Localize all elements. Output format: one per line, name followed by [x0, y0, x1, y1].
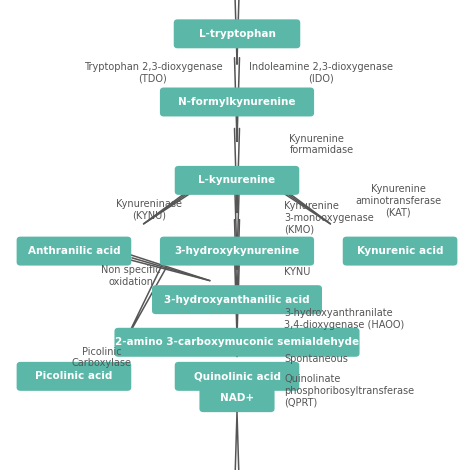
Text: 3-hydroxyanthanilic acid: 3-hydroxyanthanilic acid — [164, 295, 310, 305]
Text: KYNU: KYNU — [284, 267, 311, 277]
FancyBboxPatch shape — [175, 362, 299, 391]
Text: 2-amino 3-carboxymuconic semialdehyde: 2-amino 3-carboxymuconic semialdehyde — [115, 337, 359, 347]
Text: Picolinic acid: Picolinic acid — [35, 371, 113, 381]
FancyBboxPatch shape — [114, 328, 360, 357]
Text: Kynurenine
aminotransferase
(KAT): Kynurenine aminotransferase (KAT) — [355, 184, 441, 218]
Text: Kynurenic acid: Kynurenic acid — [357, 246, 443, 256]
Text: Kynurenine
3-monooxygenase
(KMO): Kynurenine 3-monooxygenase (KMO) — [284, 201, 374, 235]
Text: Picolinic
Carboxylase: Picolinic Carboxylase — [72, 347, 132, 368]
Text: L-kynurenine: L-kynurenine — [199, 175, 275, 185]
Text: 3-hydroxyanthranilate
3,4-dioxygenase (HAOO): 3-hydroxyanthranilate 3,4-dioxygenase (H… — [284, 308, 405, 330]
FancyBboxPatch shape — [152, 285, 322, 314]
FancyBboxPatch shape — [174, 19, 300, 48]
Text: 3-hydroxykynurenine: 3-hydroxykynurenine — [174, 246, 300, 256]
Text: Quinolinic acid: Quinolinic acid — [193, 371, 281, 381]
Text: Non specific
oxidation: Non specific oxidation — [101, 265, 161, 287]
FancyBboxPatch shape — [17, 236, 131, 266]
Text: Quinolinate
phosphoribosyltransferase
(QPRT): Quinolinate phosphoribosyltransferase (Q… — [284, 374, 415, 407]
Text: Indoleamine 2,3-dioxygenase
(IDO): Indoleamine 2,3-dioxygenase (IDO) — [249, 62, 393, 84]
FancyBboxPatch shape — [343, 236, 457, 266]
Text: Kynurenine
formamidase: Kynurenine formamidase — [290, 134, 354, 156]
FancyBboxPatch shape — [160, 87, 314, 117]
Text: Kynureninase
(KYNU): Kynureninase (KYNU) — [116, 198, 182, 220]
Text: Spontaneous: Spontaneous — [284, 354, 348, 364]
Text: Anthranilic acid: Anthranilic acid — [27, 246, 120, 256]
Text: NAD+: NAD+ — [220, 392, 254, 403]
FancyBboxPatch shape — [175, 166, 299, 195]
FancyBboxPatch shape — [200, 383, 274, 412]
Text: Tryptophan 2,3-dioxygenase
(TDO): Tryptophan 2,3-dioxygenase (TDO) — [84, 62, 222, 84]
Text: N-formylkynurenine: N-formylkynurenine — [178, 97, 296, 107]
FancyBboxPatch shape — [160, 236, 314, 266]
FancyBboxPatch shape — [17, 362, 131, 391]
Text: L-tryptophan: L-tryptophan — [199, 29, 275, 39]
